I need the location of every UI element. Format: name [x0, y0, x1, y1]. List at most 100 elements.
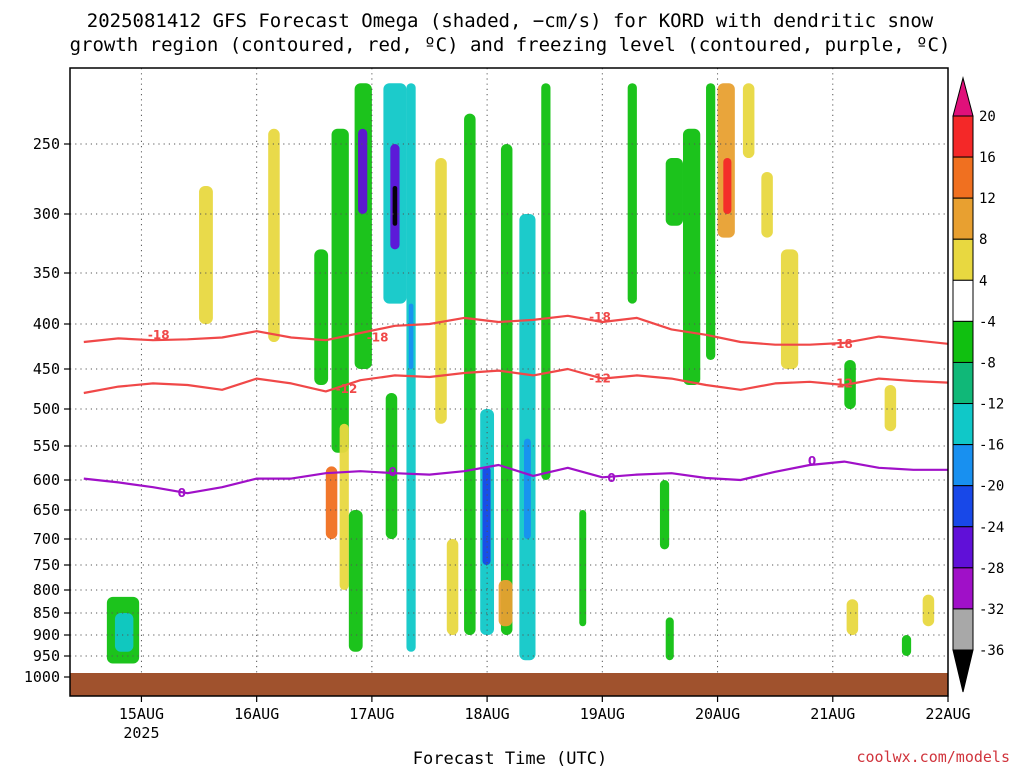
y-tick-label: 850	[33, 604, 60, 622]
x-axis-title: Forecast Time (UTC)	[413, 749, 607, 768]
colorbar-box	[952, 197, 974, 240]
omega-cell	[579, 510, 587, 627]
x-tick-label: 20AUG	[695, 705, 740, 723]
omega-cell	[199, 186, 213, 324]
contour-label: -18	[148, 328, 170, 342]
colorbar-box	[952, 320, 974, 363]
contour-label: -12	[336, 382, 358, 396]
x-tick-sublabel: 2025	[123, 724, 159, 742]
y-tick-label: 1000	[24, 668, 60, 686]
colorbar-label: -16	[979, 438, 1004, 454]
omega-cell	[114, 613, 134, 652]
y-tick-label: 450	[33, 360, 60, 378]
colorbar-box	[952, 279, 974, 322]
colorbar-box	[952, 526, 974, 569]
y-tick-label: 800	[33, 581, 60, 599]
colorbar-label: -32	[979, 602, 1004, 618]
y-tick-label: 250	[33, 135, 60, 153]
y-tick-label: 550	[33, 437, 60, 455]
colorbar-label: -36	[979, 643, 1004, 659]
omega-cell	[541, 83, 551, 480]
contour-line--18	[83, 314, 948, 346]
y-tick-label: 600	[33, 471, 60, 489]
chart-title-line-2: growth region (contoured, red, ºC) and f…	[70, 34, 951, 56]
y-tick-label: 300	[33, 205, 60, 223]
omega-cell	[385, 393, 398, 539]
colorbar-box	[952, 608, 974, 651]
x-tick-label: 19AUG	[580, 705, 625, 723]
plot-frame	[69, 67, 949, 697]
contour-label: -12	[831, 376, 853, 390]
omega-cell	[523, 438, 531, 539]
omega-cell	[464, 113, 476, 636]
colorbar-top-triangle	[952, 76, 974, 117]
omega-cell	[354, 83, 372, 369]
omega-cell	[780, 249, 799, 369]
colorbar-box	[952, 156, 974, 199]
omega-cell	[665, 617, 674, 661]
omega-cell	[331, 128, 349, 453]
omega-cell	[706, 83, 716, 360]
colorbar-label: 12	[979, 191, 996, 207]
colorbar-box	[952, 361, 974, 405]
omega-cell	[446, 539, 459, 635]
colorbar-label: -20	[979, 479, 1004, 495]
omega-cell	[627, 83, 637, 304]
omega-cell	[723, 158, 732, 214]
omega-cell	[498, 580, 513, 627]
y-tick-label: 700	[33, 530, 60, 548]
omega-cell	[500, 144, 513, 635]
contour-line--12	[83, 367, 948, 395]
y-tick-label: 400	[33, 315, 60, 333]
colorbar-label: -8	[979, 355, 996, 371]
x-tick-label: 15AUG	[119, 705, 164, 723]
contour-label: -12	[589, 372, 611, 386]
contour-label: -18	[831, 337, 853, 351]
colorbar-label: -28	[979, 561, 1004, 577]
x-tick-label: 16AUG	[234, 705, 279, 723]
omega-cell	[348, 510, 363, 652]
colorbar-label: 16	[979, 150, 996, 166]
omega-cell	[519, 214, 536, 661]
omega-cell	[884, 385, 897, 432]
contour-labels: -18 -18 -18 -18 -12 -12 -12 0 0 0 0	[148, 310, 853, 500]
colorbar-box	[952, 444, 974, 487]
omega-shading	[106, 83, 935, 664]
pressure-axis: 250 300 350 400 450 500 550 600 650 700 750 800 850 9…	[24, 135, 70, 686]
contour-label: 0	[388, 465, 396, 479]
colorbar-label: 8	[979, 232, 987, 248]
contour-label: -18	[367, 331, 389, 345]
colorbar-box	[952, 567, 974, 610]
omega-cell	[325, 466, 338, 539]
y-tick-label: 750	[33, 556, 60, 574]
colorbar: 20 16 12 8 4 -4 -8 -12 -16 -20 -24 -28 -32 -36	[952, 76, 1004, 693]
x-tick-label: 21AUG	[810, 705, 855, 723]
omega-cell	[901, 635, 912, 656]
y-tick-label: 350	[33, 264, 60, 282]
omega-cell	[665, 158, 683, 226]
omega-cell	[408, 303, 414, 369]
y-tick-label: 500	[33, 400, 60, 418]
y-tick-label: 900	[33, 626, 60, 644]
chart-title-line-1: 2025081412 GFS Forecast Omega (shaded, −…	[87, 10, 934, 32]
contour-label: -18	[589, 310, 611, 324]
colorbar-box	[952, 115, 974, 158]
omega-cell	[358, 128, 368, 214]
colorbar-label: -24	[979, 520, 1004, 536]
y-tick-label: 650	[33, 501, 60, 519]
omega-cell	[314, 249, 329, 385]
colorbar-bottom-triangle	[952, 649, 974, 693]
contour-label: 0	[607, 471, 615, 485]
contour-lines	[83, 314, 948, 495]
colorbar-label: -12	[979, 397, 1004, 413]
omega-cell	[659, 480, 670, 550]
colorbar-label: 20	[979, 109, 996, 125]
omega-cell	[682, 128, 701, 386]
colorbar-label: -4	[979, 314, 996, 330]
x-tick-label: 17AUG	[349, 705, 394, 723]
contour-label: 0	[808, 454, 816, 468]
contour-line-0	[83, 460, 948, 495]
omega-cell	[339, 423, 349, 590]
